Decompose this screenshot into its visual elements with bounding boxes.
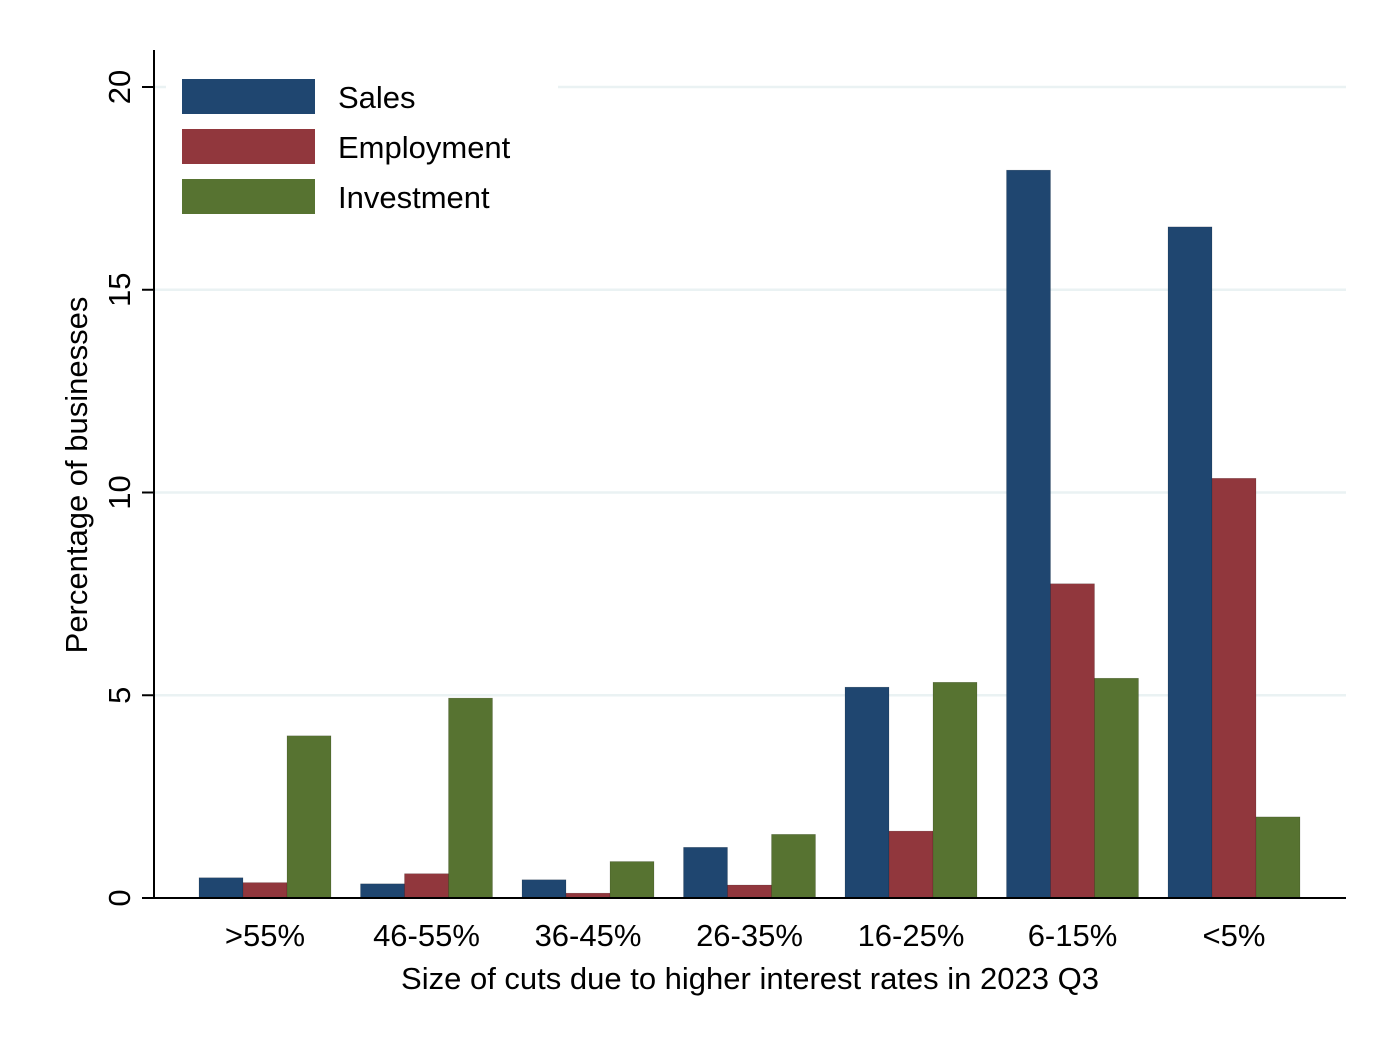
bar-sales-0 [198, 877, 244, 899]
x-ticks: >55% 46-55% 36-45% 26-35% 16-25% 6-15% <5% [225, 918, 1266, 953]
x-tick-label: 46-55% [373, 918, 480, 953]
x-tick-label: 16-25% [858, 918, 965, 953]
bar-investment-1 [448, 697, 493, 899]
bar-investment-0 [286, 735, 332, 899]
legend-label-employment: Employment [338, 130, 511, 165]
y-tick-label: 5 [102, 687, 137, 704]
bars [198, 169, 1301, 899]
x-tick-label: 6-15% [1028, 918, 1118, 953]
y-tick-label: 20 [102, 70, 137, 104]
x-axis-title: Size of cuts due to higher interest rate… [401, 961, 1099, 996]
bar-investment-6 [1255, 816, 1301, 899]
bar-sales-2 [521, 879, 567, 899]
bar-investment-2 [609, 861, 655, 899]
x-tick-label: >55% [225, 918, 305, 953]
bar-investment-4 [932, 682, 978, 899]
bar-employment-6 [1211, 478, 1257, 899]
bar-employment-4 [888, 830, 934, 899]
legend-label-sales: Sales [338, 80, 416, 115]
legend: Sales Employment Investment [166, 70, 558, 228]
legend-swatch-employment [182, 129, 315, 164]
y-ticks: 0 5 10 15 20 [102, 70, 154, 907]
y-tick-label: 10 [102, 475, 137, 509]
y-tick-label: 15 [102, 273, 137, 307]
bar-sales-1 [360, 883, 405, 899]
bar-sales-5 [1006, 169, 1051, 899]
bar-investment-3 [771, 834, 816, 899]
bar-employment-1 [404, 873, 449, 899]
legend-swatch-investment [182, 179, 315, 214]
bar-investment-5 [1094, 677, 1139, 899]
x-tick-label: <5% [1203, 918, 1266, 953]
bar-sales-4 [844, 686, 890, 899]
x-tick-label: 26-35% [696, 918, 803, 953]
legend-swatch-sales [182, 79, 315, 114]
axes [153, 50, 1346, 899]
legend-label-investment: Investment [338, 180, 490, 215]
bar-sales-3 [683, 847, 728, 899]
y-axis-title: Percentage of businesses [59, 297, 94, 654]
y-tick-label: 0 [102, 889, 137, 906]
x-tick-label: 36-45% [535, 918, 642, 953]
bar-employment-0 [242, 882, 288, 899]
bar-employment-3 [727, 884, 772, 899]
bar-employment-5 [1050, 583, 1095, 899]
bar-sales-6 [1167, 226, 1213, 899]
